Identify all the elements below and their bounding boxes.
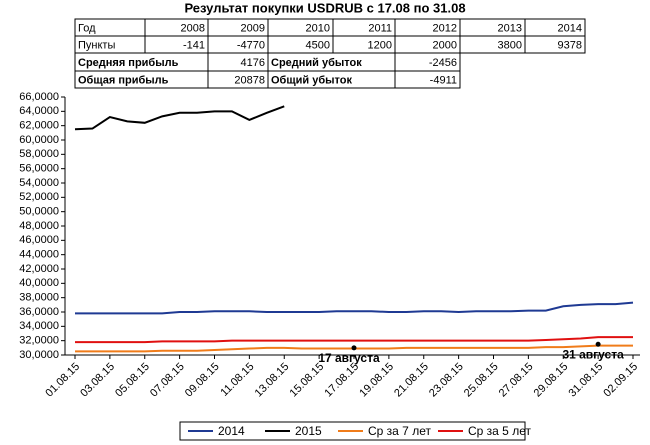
y-tick-label: 52,0000 bbox=[19, 191, 59, 203]
y-tick-label: 56,0000 bbox=[19, 163, 59, 175]
y-tick-label: 46,0000 bbox=[19, 234, 59, 246]
table-text: 9378 bbox=[558, 39, 582, 51]
table-text: -4770 bbox=[237, 39, 265, 51]
x-tick-label: 03.08.15 bbox=[78, 361, 117, 400]
table-text: Пункты bbox=[78, 39, 115, 51]
x-tick-label: 01.08.15 bbox=[43, 361, 82, 400]
y-tick-label: 34,0000 bbox=[19, 320, 59, 332]
table-text: 2000 bbox=[433, 39, 457, 51]
x-tick-label: 05.08.15 bbox=[113, 361, 152, 400]
x-tick-label: 25.08.15 bbox=[462, 361, 501, 400]
table-text: 1200 bbox=[368, 39, 392, 51]
x-tick-label: 11.08.15 bbox=[218, 361, 256, 399]
x-tick-label: 02.09.15 bbox=[601, 361, 640, 400]
table-text: Средний убыток bbox=[271, 57, 362, 69]
y-tick-label: 36,0000 bbox=[19, 306, 59, 318]
legend-label: 2014 bbox=[218, 424, 245, 438]
x-tick-label: 31.08.15 bbox=[567, 361, 606, 400]
series-line bbox=[75, 336, 633, 344]
x-tick-label: 19.08.15 bbox=[357, 361, 396, 400]
chart-title: Результат покупки USDRUB с 17.08 по 31.0… bbox=[184, 0, 465, 15]
y-tick-label: 30,0000 bbox=[19, 349, 59, 361]
table-text: 2008 bbox=[181, 22, 205, 34]
y-tick-label: 42,0000 bbox=[19, 263, 59, 275]
y-tick-label: 32,0000 bbox=[19, 335, 59, 347]
x-tick-label: 07.08.15 bbox=[148, 361, 187, 400]
x-tick-label: 23.08.15 bbox=[427, 361, 466, 400]
legend-label: Ср за 7 лет bbox=[368, 424, 431, 438]
table-text: -4911 bbox=[430, 74, 457, 86]
series-line bbox=[75, 301, 634, 315]
y-tick-label: 48,0000 bbox=[19, 220, 59, 232]
y-tick-label: 60,0000 bbox=[19, 134, 59, 146]
x-tick-label: 17.08.15 bbox=[322, 361, 361, 400]
x-tick-label: 15.08.15 bbox=[288, 361, 327, 400]
y-tick-label: 62,0000 bbox=[19, 120, 59, 132]
legend-label: Ср за 5 лет bbox=[468, 424, 531, 438]
y-tick-label: 44,0000 bbox=[19, 249, 59, 261]
x-tick-label: 13.08.15 bbox=[253, 361, 292, 400]
table-text: Средняя прибыль bbox=[78, 57, 179, 69]
table-cell bbox=[394, 70, 461, 89]
table-text: Общая прибыль bbox=[78, 74, 169, 86]
table-text: 2013 bbox=[498, 22, 522, 34]
table-text: 4500 bbox=[306, 39, 330, 51]
table-text: Год bbox=[78, 22, 96, 34]
table-text: 4176 bbox=[241, 57, 265, 69]
table-text: 2012 bbox=[433, 22, 457, 34]
x-tick-label: 21.08.15 bbox=[392, 361, 431, 400]
table-text: -141 bbox=[183, 39, 205, 51]
table-text: 3800 bbox=[498, 39, 522, 51]
y-tick-label: 38,0000 bbox=[19, 292, 59, 304]
series-line bbox=[74, 105, 285, 131]
x-tick-label: 27.08.15 bbox=[497, 361, 536, 400]
annotation-dot bbox=[351, 345, 357, 351]
y-tick-label: 40,0000 bbox=[19, 277, 59, 289]
annotation-dot bbox=[595, 341, 601, 347]
y-tick-label: 64,0000 bbox=[19, 105, 59, 117]
y-tick-label: 54,0000 bbox=[19, 177, 59, 189]
table-text: 20878 bbox=[234, 74, 265, 86]
x-tick-label: 29.08.15 bbox=[532, 361, 571, 400]
table-text: 2009 bbox=[241, 22, 265, 34]
annotation: 31 августа bbox=[562, 347, 624, 361]
y-tick-label: 58,0000 bbox=[19, 148, 59, 160]
table-text: Общий убыток bbox=[271, 74, 352, 86]
table-cell bbox=[524, 35, 586, 54]
legend-label: 2015 bbox=[295, 424, 322, 438]
table-text: -2456 bbox=[429, 57, 457, 69]
y-tick-label: 50,0000 bbox=[19, 206, 59, 218]
y-tick-label: 66,0000 bbox=[19, 91, 59, 103]
annotation: 17 августа bbox=[318, 351, 380, 365]
x-tick-label: 09.08.15 bbox=[183, 361, 222, 400]
table-text: 2011 bbox=[368, 22, 392, 34]
table-text: 2010 bbox=[306, 22, 330, 34]
table-text: 2014 bbox=[558, 22, 582, 34]
